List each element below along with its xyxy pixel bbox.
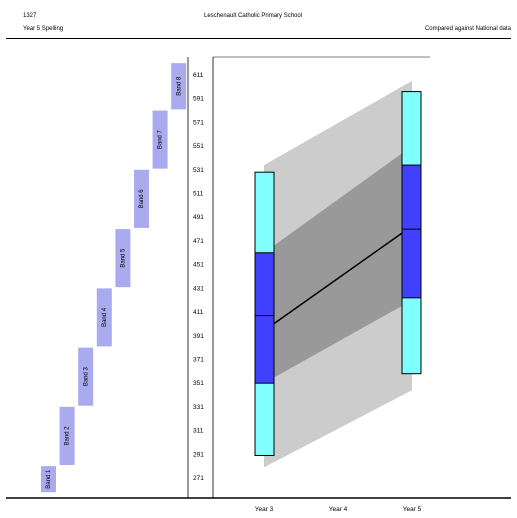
y-tick-label: 491 — [193, 214, 204, 221]
y-tick-label: 531 — [193, 167, 204, 174]
y-tick-label: 331 — [193, 404, 204, 411]
band-label: Band 3 — [83, 366, 89, 386]
header-divider — [6, 38, 511, 39]
comparison-note: Compared against National data — [424, 26, 511, 32]
y-tick-label: 431 — [193, 285, 204, 292]
y-tick-label: 291 — [193, 451, 204, 458]
y-tick-label: 371 — [193, 356, 204, 363]
chart-title: Year 5 Spelling — [23, 26, 64, 32]
y-tick-label: 511 — [193, 191, 204, 198]
y-axis: 611 591 571 551 531 511 491 471 451 431 411 391 371 3… — [6, 56, 511, 499]
y-tick-label: 451 — [193, 262, 204, 269]
box-middle-range — [254, 252, 275, 384]
x-axis: Year 3 Year 4 Year 5 — [255, 506, 422, 513]
band-label: Band 8 — [176, 76, 182, 96]
y-tick-label: 411 — [193, 309, 204, 316]
school-name: Leschenault Catholic Primary School — [204, 13, 303, 19]
band-label: Band 6 — [139, 189, 145, 209]
x-category-label: Year 3 — [255, 506, 274, 513]
y-tick-label: 271 — [193, 475, 204, 482]
y-tick-label: 551 — [193, 143, 204, 150]
y-tick-label: 471 — [193, 238, 204, 245]
band-label: Band 5 — [120, 248, 126, 268]
band-label: Band 4 — [102, 307, 108, 327]
band-box — [41, 466, 56, 493]
band-box — [78, 347, 94, 406]
band-box — [96, 288, 112, 347]
y-tick-label: 571 — [193, 119, 204, 126]
band-ladder: Band 1 Band 2 Band 3 Band 4 Band 5 Band 6 Band… — [41, 63, 187, 493]
y-tick-label: 311 — [193, 428, 204, 435]
band-box — [115, 229, 131, 288]
box-middle-range — [401, 164, 422, 299]
band-label: Band 1 — [46, 469, 52, 489]
y-tick-label: 591 — [193, 96, 204, 103]
x-category-label: Year 5 — [403, 506, 422, 513]
band-label: Band 2 — [65, 426, 71, 446]
band-label: Band 7 — [158, 129, 164, 149]
median-trend-line — [273, 232, 403, 325]
school-code: 1327 — [23, 13, 37, 19]
national-range — [264, 80, 412, 468]
x-category-label: Year 4 — [329, 506, 348, 513]
band-box — [59, 406, 75, 465]
national-inner-range — [264, 146, 412, 384]
band-box — [152, 110, 168, 169]
band-box — [134, 169, 149, 228]
band-box — [171, 63, 187, 110]
y-tick-label: 391 — [193, 333, 204, 340]
y-tick-label: 611 — [193, 72, 204, 79]
y-tick-label: 351 — [193, 380, 204, 387]
school-boxes — [254, 91, 422, 456]
